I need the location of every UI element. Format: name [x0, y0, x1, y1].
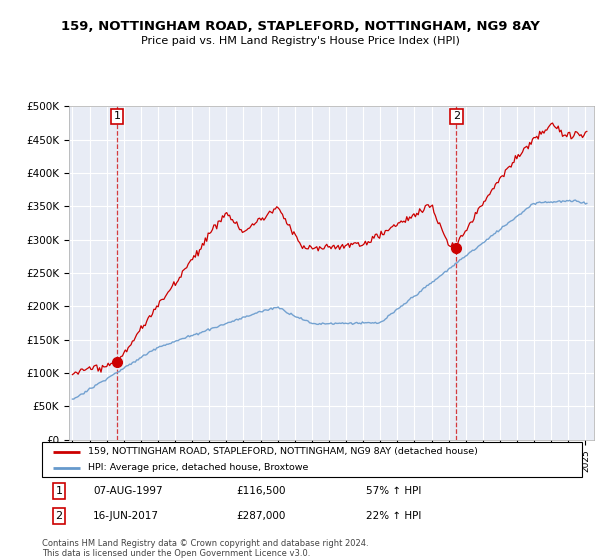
Text: £287,000: £287,000 [236, 511, 286, 521]
Text: 1: 1 [113, 111, 121, 122]
Text: 159, NOTTINGHAM ROAD, STAPLEFORD, NOTTINGHAM, NG9 8AY: 159, NOTTINGHAM ROAD, STAPLEFORD, NOTTIN… [61, 20, 539, 32]
Text: 07-AUG-1997: 07-AUG-1997 [94, 486, 163, 496]
Text: Contains HM Land Registry data © Crown copyright and database right 2024.
This d: Contains HM Land Registry data © Crown c… [42, 539, 368, 558]
Text: 159, NOTTINGHAM ROAD, STAPLEFORD, NOTTINGHAM, NG9 8AY (detached house): 159, NOTTINGHAM ROAD, STAPLEFORD, NOTTIN… [88, 447, 478, 456]
Text: HPI: Average price, detached house, Broxtowe: HPI: Average price, detached house, Brox… [88, 463, 308, 472]
Text: Price paid vs. HM Land Registry's House Price Index (HPI): Price paid vs. HM Land Registry's House … [140, 36, 460, 46]
Text: 16-JUN-2017: 16-JUN-2017 [94, 511, 160, 521]
FancyBboxPatch shape [42, 442, 582, 477]
Text: 2: 2 [56, 511, 62, 521]
Text: £116,500: £116,500 [236, 486, 286, 496]
Text: 22% ↑ HPI: 22% ↑ HPI [366, 511, 421, 521]
Text: 57% ↑ HPI: 57% ↑ HPI [366, 486, 421, 496]
Text: 2: 2 [453, 111, 460, 122]
Text: 1: 1 [56, 486, 62, 496]
